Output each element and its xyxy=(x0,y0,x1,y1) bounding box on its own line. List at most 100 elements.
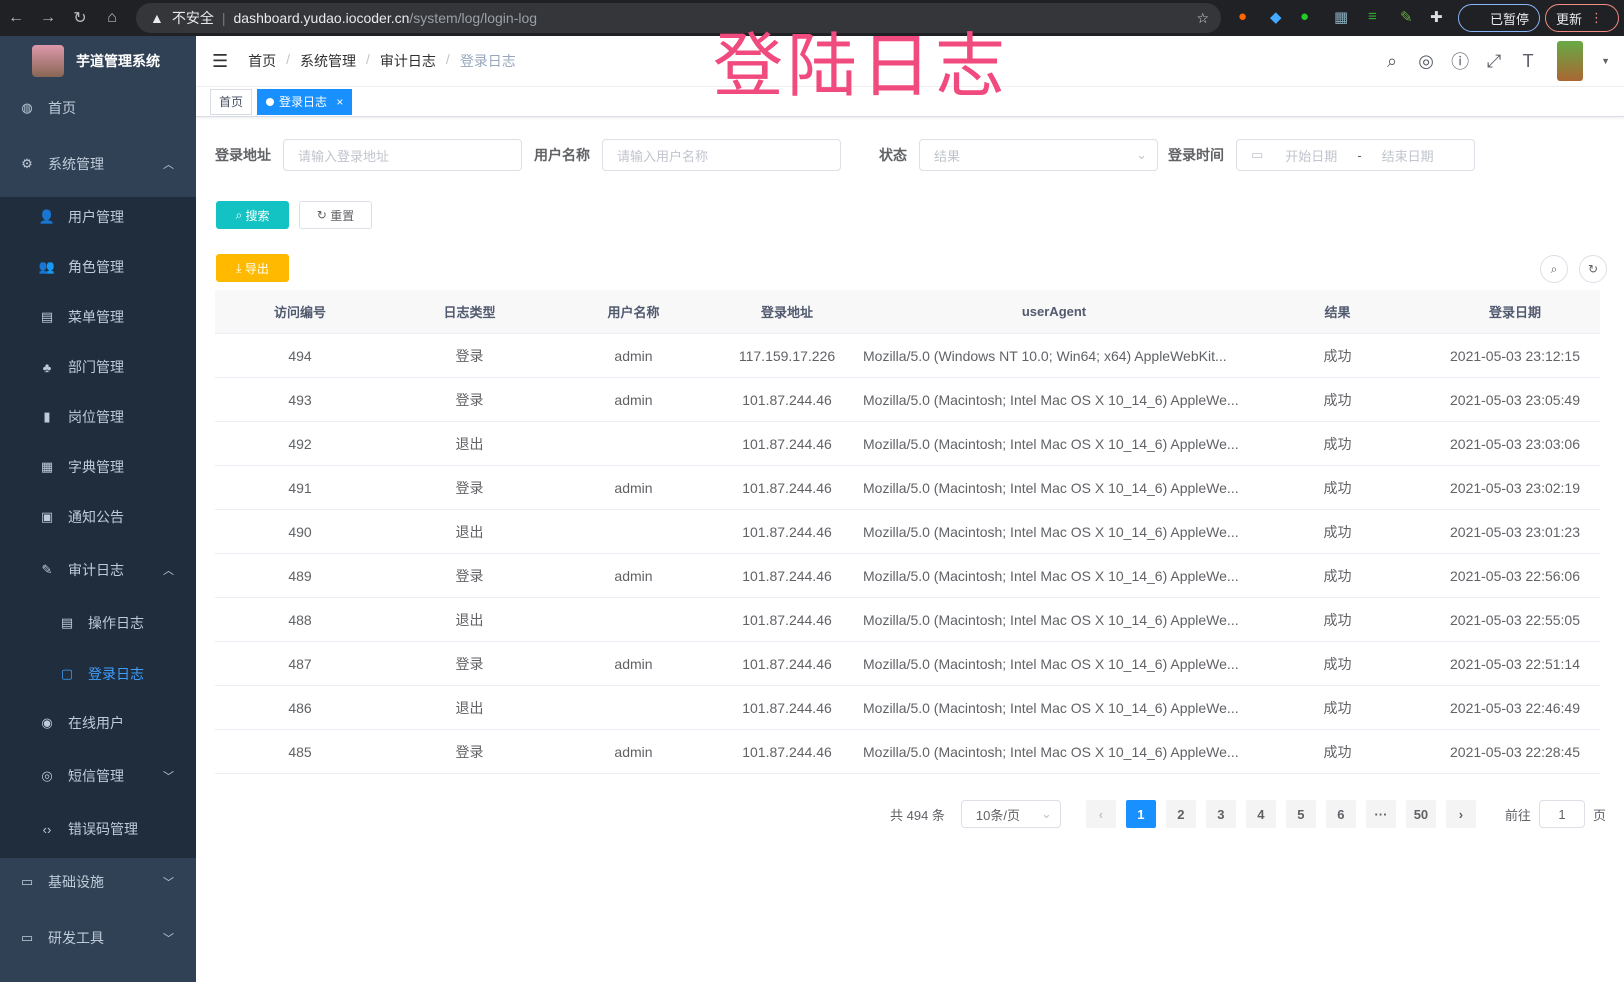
caret-down-icon[interactable]: ▼ xyxy=(1601,56,1610,66)
username-input[interactable]: 请输入用户名称 xyxy=(602,139,841,171)
table-cell: admin xyxy=(614,567,653,584)
chevron-icon: ﹀ xyxy=(163,933,174,945)
table-cell: 2021-05-03 22:56:06 xyxy=(1450,567,1580,584)
toggle-search-button[interactable]: ⌕ xyxy=(1540,255,1568,283)
table-cell: admin xyxy=(614,743,653,760)
sidebar-item-6[interactable]: ▮ 岗位管理 xyxy=(0,397,196,437)
sidebar-item-7[interactable]: ▦ 字典管理 xyxy=(0,447,196,487)
logininfor-icon: ▢ xyxy=(60,666,74,681)
sidebar-item-14[interactable]: ‹› 错误码管理 xyxy=(0,809,196,849)
page-button[interactable]: 50 xyxy=(1405,800,1436,828)
sidebar-item-2[interactable]: 👤 用户管理 xyxy=(0,197,196,237)
question-icon[interactable]: ⓘ xyxy=(1451,52,1470,72)
hamburger-icon[interactable]: ☰ xyxy=(212,50,229,71)
table-row: 488 退出 101.87.244.46 Mozilla/5.0 (Macintosh… xyxy=(215,598,1600,642)
refresh-button[interactable]: ↻ xyxy=(1579,255,1607,283)
tag-login-log[interactable]: 登录日志 × xyxy=(257,88,353,115)
status-select[interactable]: 结果 ⌄ xyxy=(919,139,1158,171)
export-button[interactable]: ⤓ 导出 xyxy=(216,254,289,282)
sidebar-item-4[interactable]: ▤ 菜单管理 xyxy=(0,297,196,337)
sidebar-item-8[interactable]: ▣ 通知公告 xyxy=(0,497,196,537)
sidebar-item-9[interactable]: ✎ 审计日志 ︿ xyxy=(0,550,196,590)
bookmark-star-icon[interactable]: ☆ xyxy=(1196,9,1209,26)
navbar: ☰ 首页 / 系统管理 / 审计日志 / 登录日志 登陆日志 ⌕ ◎ ⓘ ⤢ T ▼ xyxy=(196,27,1624,105)
table-cell: 成功 xyxy=(1323,347,1352,364)
table-cell: 492 xyxy=(288,435,312,452)
forward-icon[interactable]: → xyxy=(40,9,56,26)
table-cell: 101.87.244.46 xyxy=(742,391,832,408)
reload-icon[interactable]: ↻ xyxy=(73,10,87,27)
table-cell: Mozilla/5.0 (Macintosh; Intel Mac OS X 1… xyxy=(863,391,1239,408)
table-row: 494 登录 admin 117.159.17.226 Mozilla/5.0 (Win… xyxy=(215,334,1600,378)
extension-icon[interactable]: ● xyxy=(1300,8,1310,25)
github-icon[interactable]: ◎ xyxy=(1418,50,1434,71)
goto-page-input[interactable]: 1 xyxy=(1538,800,1585,828)
profile-paused-button[interactable]: 已暂停 xyxy=(1458,4,1540,32)
sidebar-item-15[interactable]: ▭ 基础设施 ﹀ xyxy=(0,862,196,902)
extension-icon[interactable]: ✎ xyxy=(1400,9,1413,26)
table-cell: Mozilla/5.0 (Macintosh; Intel Mac OS X 1… xyxy=(863,699,1239,716)
table-cell: 退出 xyxy=(455,435,484,452)
close-icon[interactable]: × xyxy=(336,94,344,109)
font-size-icon[interactable]: T xyxy=(1522,50,1534,71)
table-cell: 491 xyxy=(288,479,312,496)
sidebar-item-1[interactable]: ⚙ 系统管理 ︿ xyxy=(0,144,196,184)
dashboard-icon: ◍ xyxy=(21,100,33,115)
table-cell: 登录 xyxy=(455,743,484,760)
sidebar-item-13[interactable]: ◎ 短信管理 ﹀ xyxy=(0,756,196,796)
sidebar-item-12[interactable]: ◉ 在线用户 xyxy=(0,703,196,743)
address-input[interactable]: 请输入登录地址 xyxy=(283,139,522,171)
extension-icon[interactable]: ≡ xyxy=(1368,8,1377,25)
placeholder: 请输入用户名称 xyxy=(617,148,709,164)
home-icon[interactable]: ⌂ xyxy=(107,9,117,26)
page-button[interactable]: 2 xyxy=(1165,800,1196,828)
next-page-button[interactable]: › xyxy=(1445,800,1476,828)
puzzle-icon[interactable]: ✚ xyxy=(1430,9,1443,26)
table-cell: 退出 xyxy=(455,699,484,716)
sidebar-item-10[interactable]: ▤ 操作日志 xyxy=(0,603,196,643)
reset-button[interactable]: ↻ 重置 xyxy=(299,201,372,229)
extension-icon[interactable]: ● xyxy=(1238,8,1248,25)
logo-image xyxy=(32,45,64,77)
page-button[interactable]: 4 xyxy=(1245,800,1276,828)
page-button[interactable]: 1 xyxy=(1125,800,1156,828)
sidebar-item-3[interactable]: 👥 角色管理 xyxy=(0,247,196,287)
page-button[interactable]: 3 xyxy=(1205,800,1236,828)
search-icon[interactable]: ⌕ xyxy=(1387,50,1398,71)
table-cell: Mozilla/5.0 (Macintosh; Intel Mac OS X 1… xyxy=(863,655,1239,672)
table-cell: 2021-05-03 23:12:15 xyxy=(1450,347,1580,364)
breadcrumb: 首页 / 系统管理 / 审计日志 / 登录日志 xyxy=(248,51,516,69)
extension-icon[interactable]: ▦ xyxy=(1334,9,1349,26)
sidebar-item-5[interactable]: ♣ 部门管理 xyxy=(0,347,196,387)
table-cell: 490 xyxy=(288,523,312,540)
table-cell: 成功 xyxy=(1323,611,1352,628)
sidebar-item-11[interactable]: ▢ 登录日志 xyxy=(0,654,196,694)
prev-page-button[interactable]: ‹ xyxy=(1085,800,1116,828)
start-date[interactable]: 开始日期 xyxy=(1285,148,1338,164)
fullscreen-icon[interactable]: ⤢ xyxy=(1486,50,1502,71)
page-button[interactable]: 5 xyxy=(1285,800,1316,828)
end-date[interactable]: 结束日期 xyxy=(1381,148,1434,164)
back-icon[interactable]: ← xyxy=(8,9,24,26)
table-cell: 101.87.244.46 xyxy=(742,435,832,452)
app-name: 芋道管理系统 xyxy=(76,53,160,69)
table-cell: 2021-05-03 23:02:19 xyxy=(1450,479,1580,496)
breadcrumb-item: 审计日志 xyxy=(379,53,436,69)
page-button[interactable]: 6 xyxy=(1325,800,1356,828)
sidebar-item-0[interactable]: ◍ 首页 xyxy=(0,88,196,128)
address-bar[interactable]: ▲ 不安全 | dashboard.yudao.iocoder.cn/syste… xyxy=(136,3,1221,33)
search-button[interactable]: ⌕ 搜索 xyxy=(216,201,289,229)
app-logo[interactable]: 芋道管理系统 xyxy=(0,36,196,86)
sidebar-item-16[interactable]: ▭ 研发工具 ﹀ xyxy=(0,918,196,958)
column-header: userAgent xyxy=(1021,304,1087,319)
avatar[interactable] xyxy=(1557,41,1584,81)
date-range-picker[interactable]: ▭ 开始日期 - 结束日期 xyxy=(1236,139,1475,171)
update-button[interactable]: 更新 ⋮ xyxy=(1545,4,1619,32)
page-button[interactable]: ··· xyxy=(1365,800,1396,828)
table-cell: 成功 xyxy=(1323,391,1352,408)
extension-icon[interactable]: ◆ xyxy=(1270,9,1282,26)
search-icon: ⌕ xyxy=(1550,261,1558,276)
breadcrumb-item[interactable]: 首页 xyxy=(248,53,277,69)
tag-home[interactable]: 首页 xyxy=(210,88,253,115)
page-size-select[interactable]: 10条/页 ⌄ xyxy=(960,800,1061,828)
